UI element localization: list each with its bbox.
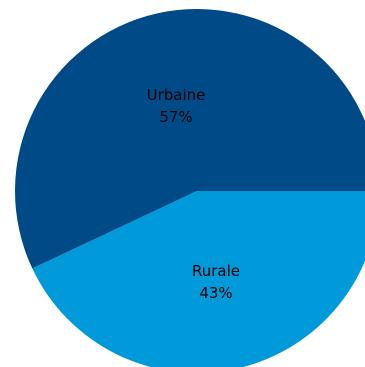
- slice-value-urbaine: 57%: [159, 108, 192, 126]
- slice-label-rurale: Rurale: [192, 262, 240, 280]
- slice-label-urbaine: Urbaine: [147, 86, 206, 104]
- slice-value-rurale: 43%: [199, 284, 232, 302]
- pie-labels: Urbaine 57% Rurale 43%: [147, 86, 240, 302]
- pie-slice-rurale: [32, 191, 365, 367]
- pie-slices: [15, 9, 365, 367]
- pie-slice-urbaine: [15, 9, 365, 269]
